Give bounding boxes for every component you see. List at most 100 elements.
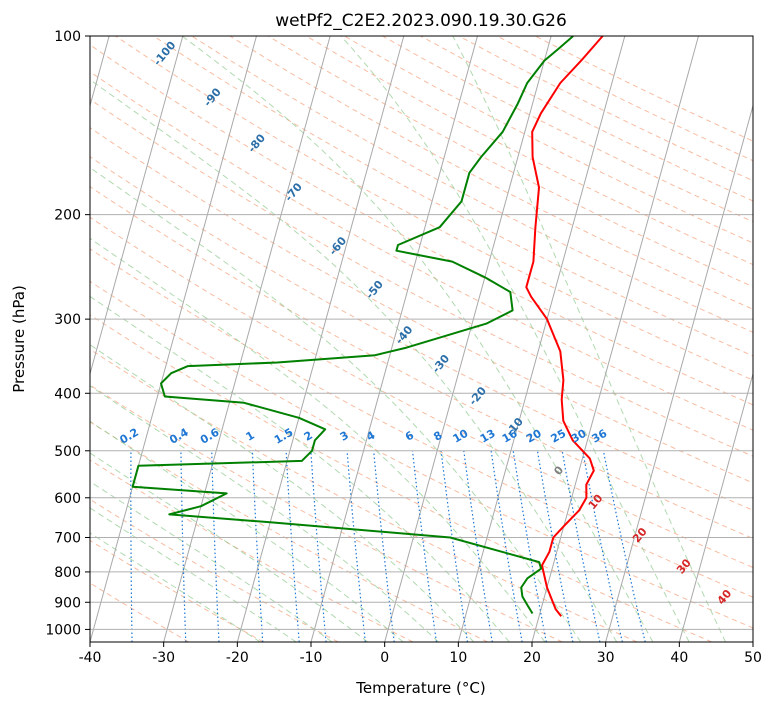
y-tick-label: 400: [54, 386, 81, 402]
temperature-line-label: -70: [282, 180, 305, 204]
background-lines: [82, 36, 753, 642]
mixing-ratio-label: 0.4: [167, 425, 191, 446]
isotherm: [678, 371, 753, 642]
dry-adiabat: [90, 314, 712, 642]
plot-frame: [89, 35, 754, 643]
mixing-ratio-line: [561, 450, 601, 642]
dewpoint-line: [131, 36, 574, 615]
dry-adiabat: [90, 348, 638, 642]
mixing-ratio-line: [346, 450, 366, 642]
isotherm: [752, 640, 753, 642]
temperature-line-label: -50: [363, 278, 386, 302]
moist-adiabat: [90, 507, 297, 642]
moist-adiabat: [90, 532, 261, 642]
mixing-ratio-line: [82, 451, 84, 642]
y-axis: 100 200 300 400 500 600 700 800 900 1000: [45, 29, 90, 638]
moist-adiabat: [90, 420, 404, 642]
mixing-ratio-label: 1: [244, 429, 257, 444]
temperature-line-label: -20: [466, 384, 489, 408]
mixing-ratio-line: [582, 450, 623, 642]
mixing-ratio-label: 36: [590, 427, 610, 446]
x-tick-label: 20: [523, 650, 541, 666]
y-tick-label: 100: [54, 29, 81, 45]
dry-adiabat: [90, 156, 753, 511]
dry-adiabat: [90, 248, 753, 598]
dry-adiabat: [153, 36, 753, 357]
temperature-line-label: -60: [326, 234, 349, 258]
isotherm: [531, 36, 699, 642]
y-tick-label: 800: [54, 565, 81, 581]
dry-adiabat: [90, 582, 190, 642]
dry-adiabat: [90, 459, 414, 642]
moist-adiabat: [90, 452, 368, 642]
isotherm: [310, 36, 478, 642]
isotherm: [605, 103, 753, 642]
moist-adiabat: [90, 344, 475, 642]
moist-adiabat: [90, 79, 618, 642]
mixing-ratio-label: 6: [403, 428, 416, 443]
mixing-ratio-line: [411, 450, 437, 642]
mixing-ratio-label: 13: [478, 427, 498, 446]
dry-adiabat: [534, 36, 753, 142]
dry-adiabat: [115, 36, 753, 381]
y-tick-label: 600: [54, 491, 81, 507]
y-axis-label: Pressure (hPa): [10, 285, 28, 393]
chart-title: wetPf2_C2E2.2023.090.19.30.G26: [275, 11, 567, 31]
x-tick-label: 10: [449, 650, 467, 666]
moist-adiabat: [90, 167, 582, 642]
x-tick-label: 40: [670, 650, 688, 666]
x-axis-label: Temperature (°C): [355, 679, 485, 697]
x-tick-label: 30: [597, 650, 615, 666]
isotherm: [90, 36, 184, 376]
mixing-ratio-label: 2: [302, 429, 315, 444]
profiles: [131, 36, 604, 617]
mixing-ratio-label: 20: [524, 427, 544, 446]
isotherm: [384, 36, 552, 642]
x-tick-label: -20: [226, 650, 249, 666]
moist-adiabat: [90, 480, 333, 642]
dry-adiabat: [90, 186, 753, 540]
moist-adiabat: [90, 295, 510, 642]
dry-adiabat: [90, 216, 753, 569]
mixing-ratio-label: 0.2: [118, 426, 141, 447]
mixing-ratio-line: [211, 450, 220, 642]
line-labels: 0.2 0.4 0.6 1 1.5 2 3 4 6 8 10 13 16 20 25 30 36-100-90-…: [118, 39, 735, 608]
mixing-ratio-label: 25: [548, 427, 568, 446]
y-tick-label: 300: [54, 312, 81, 328]
moist-adiabat: [90, 385, 439, 642]
x-tick-label: -40: [79, 650, 102, 666]
mixing-ratio-label: 10: [451, 427, 471, 446]
dry-adiabat: [267, 36, 753, 288]
mixing-ratio-line: [251, 450, 264, 642]
mixing-ratio-line: [602, 450, 646, 642]
mixing-ratio-line: [310, 450, 327, 642]
dry-adiabat: [90, 280, 753, 629]
mixing-ratio-line: [512, 450, 547, 642]
moist-adiabat: [340, 36, 690, 642]
dry-adiabat: [420, 36, 753, 202]
y-tick-label: 200: [54, 208, 81, 224]
moist-adiabat: [181, 36, 654, 642]
x-tick-label: -10: [300, 650, 323, 666]
mixing-ratio-line: [285, 450, 300, 642]
mixing-ratio-line: [440, 450, 469, 642]
moist-adiabat: [90, 237, 546, 642]
dry-adiabat: [90, 127, 753, 484]
y-tick-label: 900: [54, 595, 81, 611]
horizontal-gridlines: [90, 36, 753, 630]
dry-adiabat: [90, 498, 339, 642]
mixing-ratio-label: 30: [569, 427, 589, 446]
dry-adiabat: [90, 539, 264, 642]
temperature-line: [525, 36, 604, 617]
y-tick-label: 500: [54, 444, 81, 460]
isotherm: [457, 36, 626, 642]
x-tick-label: 50: [744, 650, 762, 666]
x-tick-label: -30: [152, 650, 175, 666]
y-tick-label: 700: [54, 531, 81, 547]
dry-adiabat: [496, 36, 753, 162]
temperature-line-label: 30: [674, 556, 694, 576]
dry-adiabat: [90, 421, 488, 642]
moist-adiabat: [452, 36, 727, 642]
temperature-line-label: 40: [715, 587, 735, 607]
isotherm: [163, 36, 331, 642]
